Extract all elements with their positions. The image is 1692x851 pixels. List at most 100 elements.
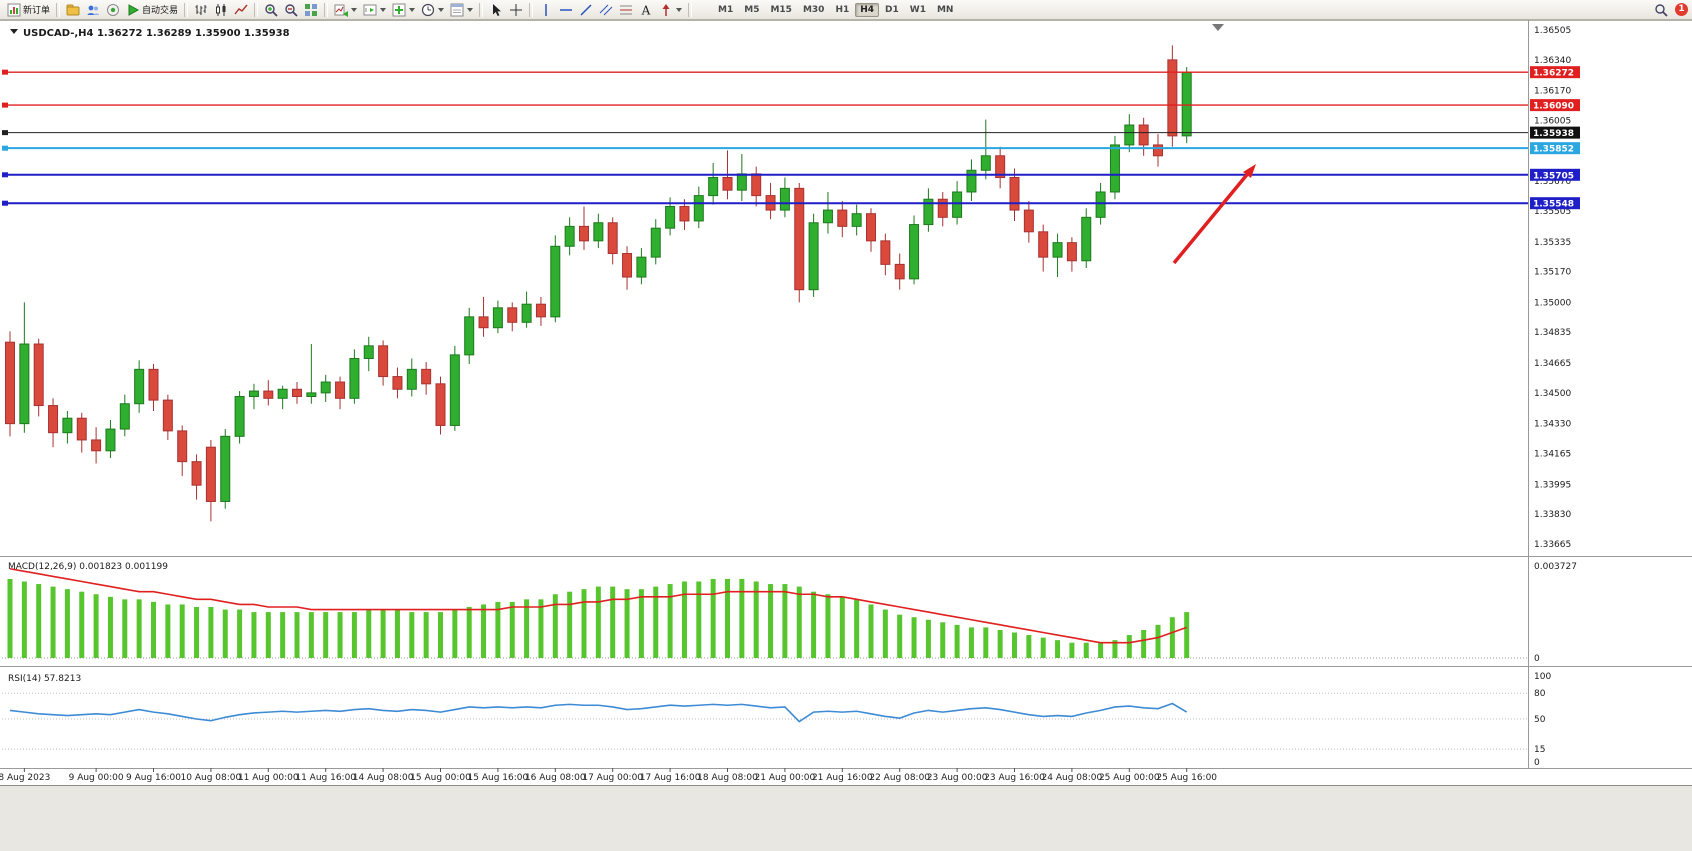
macd-bar — [481, 604, 487, 658]
candle — [708, 177, 719, 197]
timeframe-button-mn[interactable]: MN — [936, 4, 954, 15]
line-anchor-marker[interactable] — [2, 130, 8, 136]
record-icon — [107, 3, 120, 16]
time-axis[interactable]: 8 Aug 2023 9 Aug 00:00 9 Aug 16:00 10 Aug 0… — [0, 768, 1217, 783]
svg-text:1.36340: 1.36340 — [1534, 56, 1571, 66]
svg-text:1.33665: 1.33665 — [1534, 540, 1571, 550]
candle — [665, 205, 676, 229]
price-badge — [1530, 168, 1580, 181]
macd-bar — [968, 627, 974, 658]
new-chart-button[interactable] — [332, 2, 359, 18]
profiles-button[interactable] — [361, 2, 388, 18]
macd-bar — [1055, 640, 1061, 658]
auto-trading-button[interactable]: 自动交易 — [124, 2, 180, 18]
timeframe-button-m30[interactable]: M30 — [802, 4, 825, 15]
svg-text:A: A — [641, 3, 651, 17]
zoom-out-button[interactable] — [282, 2, 300, 18]
cursor-icon — [493, 3, 502, 16]
candle — [62, 417, 73, 434]
tile-windows-button[interactable] — [302, 2, 320, 18]
history-center-button[interactable] — [64, 2, 82, 18]
chart-shift-marker[interactable] — [1212, 24, 1224, 31]
trend-arrow-annotation[interactable] — [1172, 164, 1256, 265]
arrows-icon — [662, 3, 670, 16]
line-anchor-marker[interactable] — [2, 172, 8, 178]
line-anchor-marker[interactable] — [2, 145, 8, 151]
notification-badge[interactable]: 1 — [1675, 3, 1688, 16]
timeframe-button-w1[interactable]: W1 — [909, 4, 926, 15]
tline-icon — [580, 3, 592, 16]
svg-text:15 Aug 00:00: 15 Aug 00:00 — [410, 773, 471, 783]
macd-bar — [681, 581, 687, 658]
macd-bar — [667, 584, 673, 658]
macd-bar — [7, 578, 13, 658]
arrows-tool-button[interactable] — [657, 2, 684, 18]
search-button[interactable] — [1652, 2, 1670, 18]
horizontal-lines: 1.36272 1.36090 1.35938 1.35852 1.35705 1.355… — [2, 66, 1580, 210]
caret-down-icon — [351, 7, 358, 12]
svg-text:1.35170: 1.35170 — [1534, 268, 1571, 278]
vertical-line-tool-button[interactable] — [537, 2, 555, 18]
record-button[interactable] — [104, 2, 122, 18]
line-chart-button[interactable] — [232, 2, 250, 18]
one-click-trading-toggle[interactable] — [10, 29, 18, 34]
periods-button[interactable] — [419, 2, 446, 18]
svg-text:14 Aug 08:00: 14 Aug 08:00 — [353, 773, 414, 783]
svg-text:1.36505: 1.36505 — [1534, 26, 1571, 36]
trendline-tool-button[interactable] — [577, 2, 595, 18]
text-tool-button[interactable]: A — [637, 2, 655, 18]
timeframe-button-m15[interactable]: M15 — [770, 4, 792, 15]
bar-chart-button[interactable] — [192, 2, 210, 18]
line-anchor-marker[interactable] — [2, 102, 8, 108]
macd-bar — [725, 578, 730, 658]
cursor-tool-button[interactable] — [487, 2, 505, 18]
caret-down-icon — [676, 7, 683, 12]
svg-text:17 Aug 16:00: 17 Aug 16:00 — [640, 773, 701, 783]
timeframe-button-h4[interactable]: H4 — [855, 2, 880, 17]
svg-text:1.34665: 1.34665 — [1534, 359, 1571, 369]
timeframe-button-m5[interactable]: M5 — [744, 4, 760, 15]
macd-bar — [36, 584, 42, 658]
zoom-in-button[interactable] — [262, 2, 280, 18]
caret-down-icon — [438, 7, 445, 12]
macd-bar — [438, 612, 443, 658]
candle — [392, 376, 403, 390]
channel-tool-button[interactable] — [597, 2, 615, 18]
crosshair-tool-button[interactable] — [507, 2, 525, 18]
templates-button[interactable] — [448, 2, 475, 18]
timeframe-button-m1[interactable]: M1 — [718, 4, 734, 15]
macd-bar — [524, 599, 530, 658]
candlestick-chart-button[interactable] — [212, 2, 230, 18]
candle — [909, 224, 920, 280]
timeframe-button-h1[interactable]: H1 — [835, 4, 850, 15]
price-scale[interactable]: 1.365051.363401.361701.360051.358401.356… — [1534, 26, 1571, 550]
candle — [1038, 231, 1049, 258]
macd-bar — [79, 591, 85, 658]
svg-text:1.34330: 1.34330 — [1534, 420, 1571, 430]
line-anchor-marker[interactable] — [2, 69, 8, 75]
macd-bar — [1126, 635, 1132, 658]
svg-text:25 Aug 16:00: 25 Aug 16:00 — [1156, 773, 1217, 783]
chart-shift-icon — [363, 4, 377, 15]
line-anchor-marker[interactable] — [2, 200, 8, 206]
macd-bar — [509, 601, 515, 658]
new-order-button[interactable]: 新订单 — [5, 2, 52, 18]
caret-down-icon — [409, 7, 416, 12]
community-button[interactable] — [84, 2, 102, 18]
macd-bar — [581, 589, 587, 658]
timeframe-button-d1[interactable]: D1 — [885, 4, 899, 15]
rsi-line — [9, 702, 1188, 723]
macd-bar — [107, 596, 113, 658]
indicators-button[interactable] — [390, 2, 417, 18]
candle — [248, 390, 259, 397]
svg-text:1.35670: 1.35670 — [1534, 177, 1571, 187]
candle — [593, 222, 604, 242]
fibonacci-tool-button[interactable] — [617, 2, 635, 18]
macd-bar — [997, 629, 1003, 658]
horizontal-line-tool-button[interactable] — [557, 2, 575, 18]
candle — [1138, 124, 1149, 146]
candle — [478, 316, 489, 329]
candle — [191, 461, 202, 486]
candle — [48, 405, 59, 434]
